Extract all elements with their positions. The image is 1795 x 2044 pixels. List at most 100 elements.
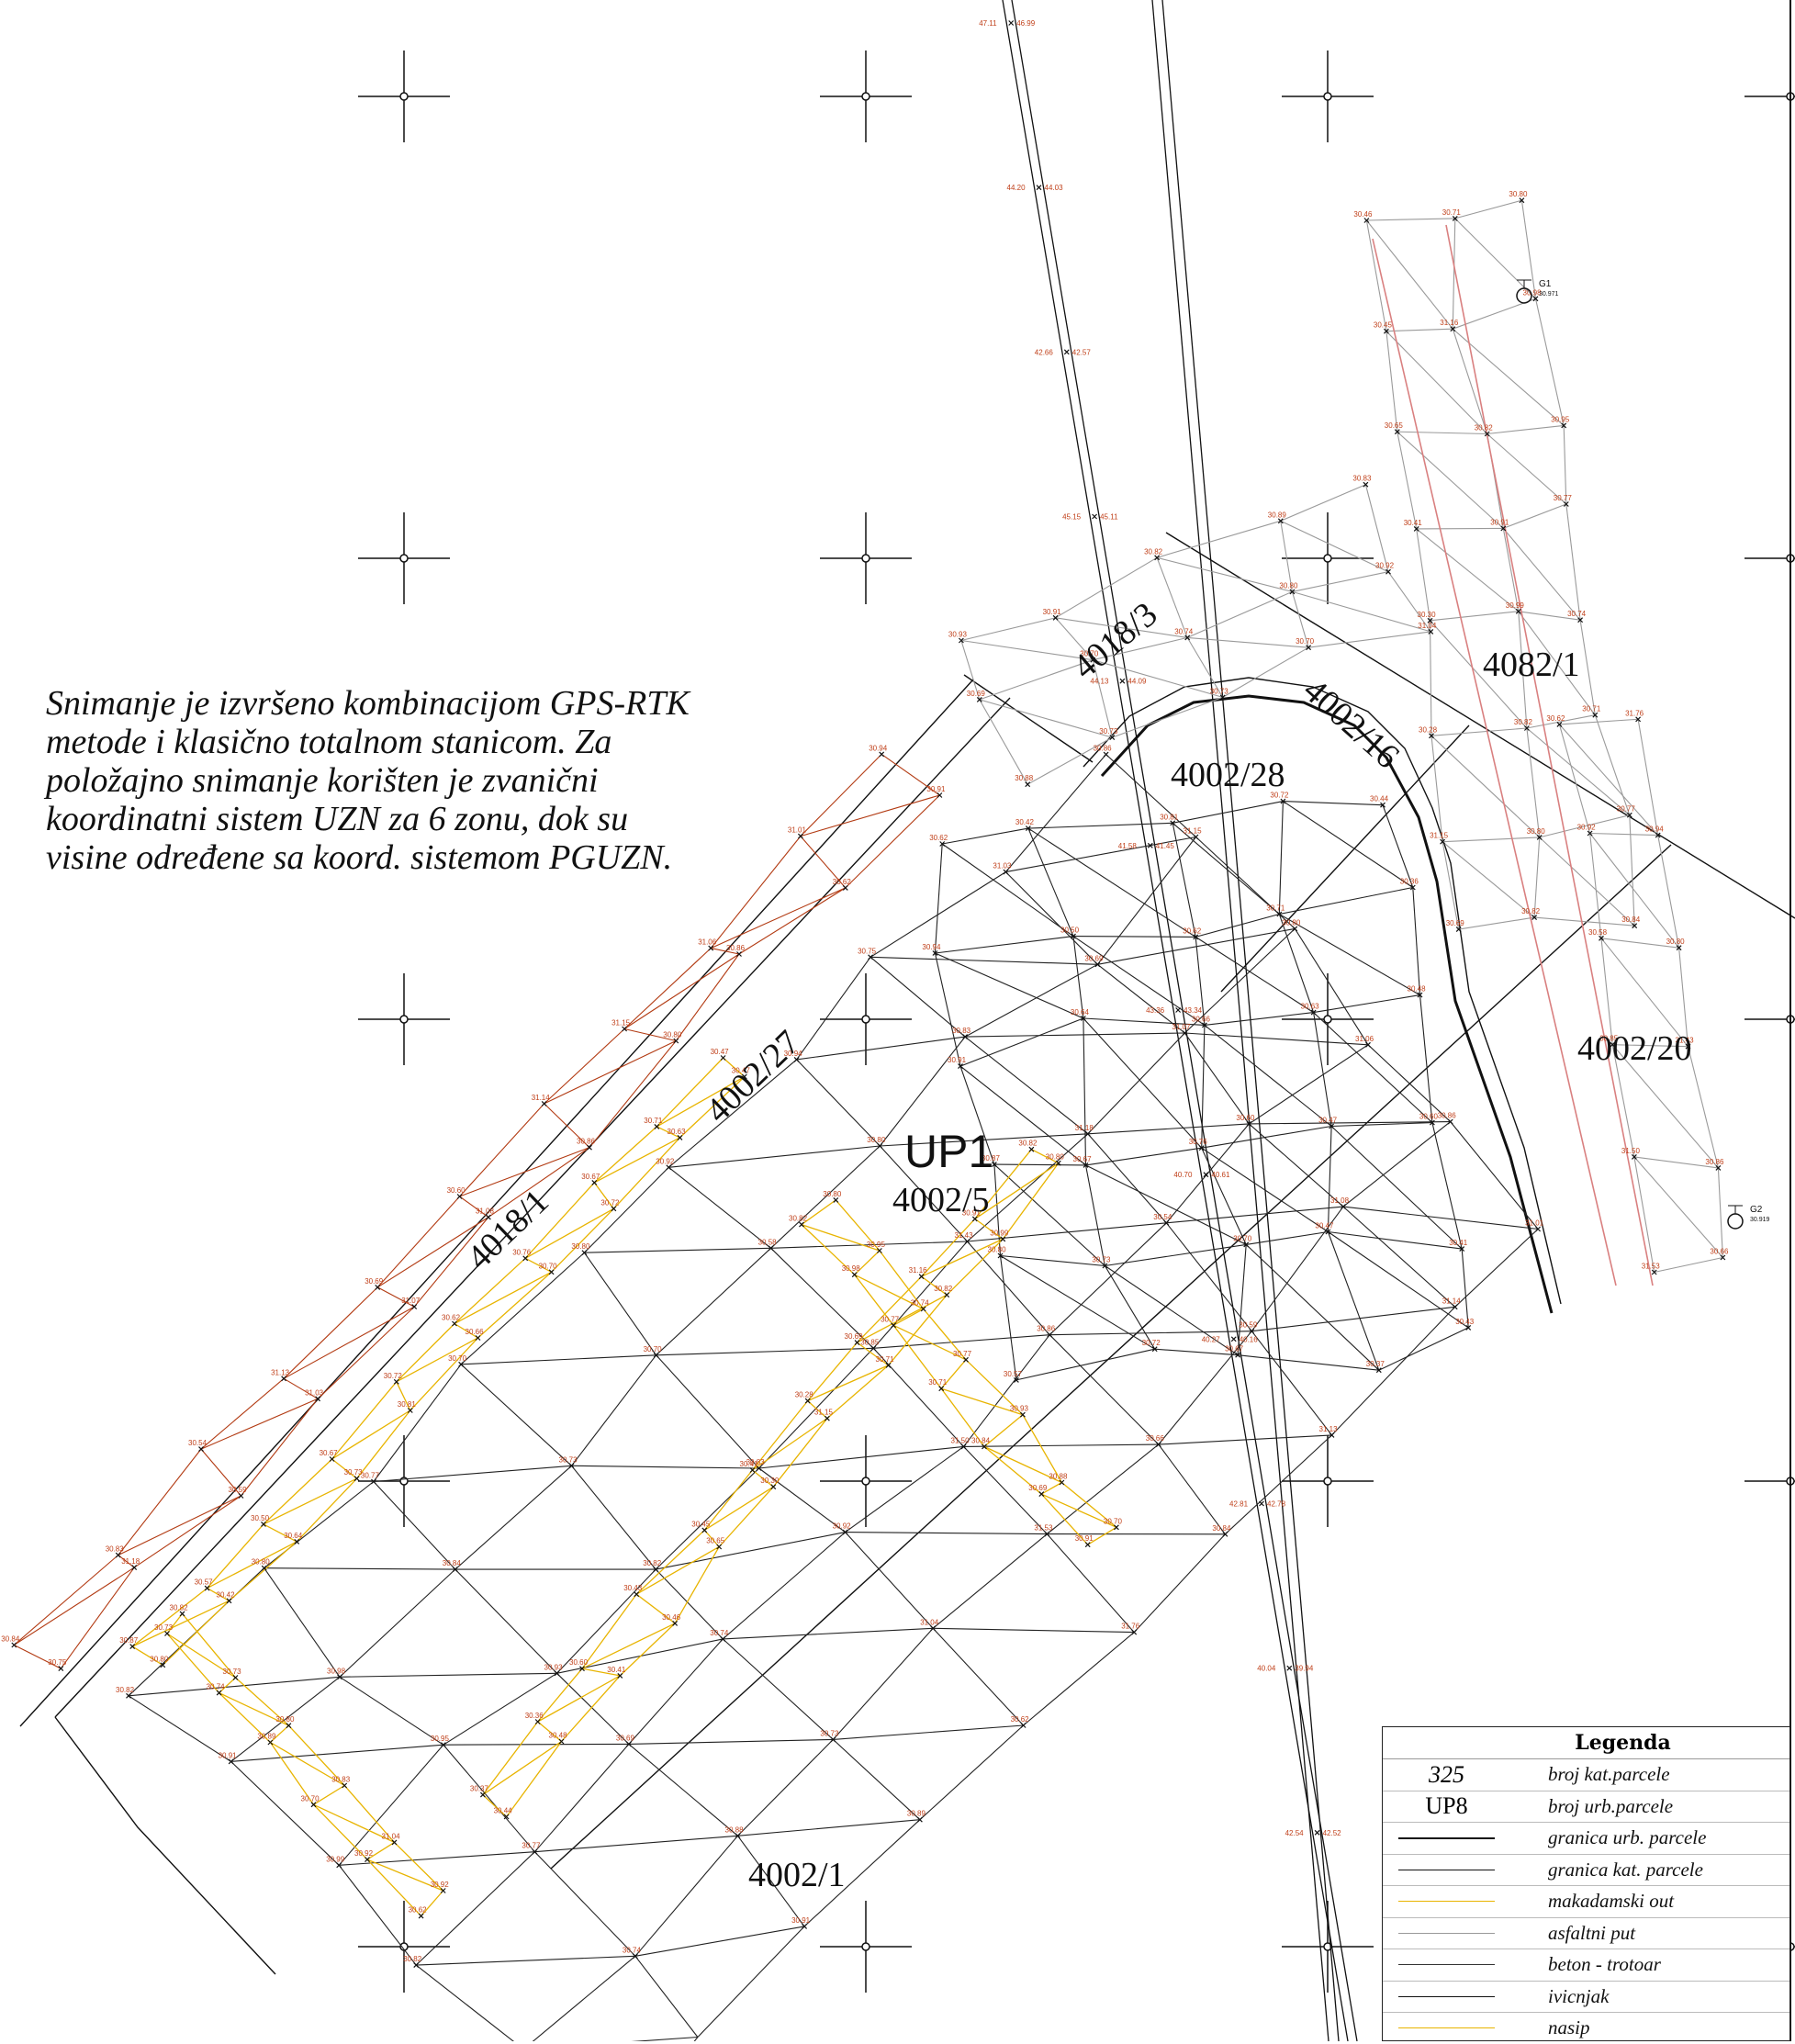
embankment-edge: [201, 1398, 318, 1449]
spot-height-point: 30.62: [442, 1314, 461, 1327]
terrain-edge: [668, 1167, 770, 1248]
terrain-edge: [960, 1018, 1083, 1066]
spot-height-label: 30.42: [217, 1590, 236, 1599]
terrain-edge: [635, 1926, 804, 1956]
terrain-edge: [340, 1569, 455, 1677]
terrain-edge: [1283, 802, 1412, 888]
embankment-edge: [544, 1041, 677, 1104]
note-line: visine određene sa koord. sistemom PGUZN…: [46, 838, 707, 877]
spot-height-label: 30.72: [1142, 1339, 1161, 1347]
spot-height-point: 30.63: [668, 1128, 687, 1140]
terrain-edge: [1049, 1223, 1166, 1335]
spot-height-label: 30.75: [858, 947, 877, 955]
spot-height-label: 30.95: [431, 1735, 450, 1743]
spot-height-label: 30.28: [1419, 725, 1438, 734]
spot-height-label: 30.86: [1705, 1158, 1724, 1166]
asphalt-edge: [1559, 724, 1589, 834]
asphalt-edge: [1453, 219, 1455, 329]
terrain-edge: [629, 1739, 834, 1744]
spot-height-label: 30.67: [1225, 1345, 1244, 1353]
gravel-edge: [332, 1382, 397, 1459]
legend-line-embankment: [1394, 2013, 1499, 2043]
asphalt-edge: [1366, 220, 1386, 331]
terrain-edge: [846, 1446, 964, 1532]
spot-height-label: 30.91: [1075, 1534, 1094, 1543]
station-g2-name: G2: [1750, 1205, 1763, 1215]
spot-height-point: 30.80: [823, 1190, 842, 1203]
grid-cross: [820, 973, 912, 1065]
spot-height-point: 30.82: [789, 1215, 808, 1228]
spot-height-label: 30.91: [926, 785, 946, 793]
spot-height-label: 31.03: [993, 862, 1012, 870]
spot-height-point: 30.83: [331, 1776, 351, 1789]
asphalt-edge: [980, 700, 1113, 737]
spot-height-point: 31.14: [532, 1094, 551, 1106]
spot-height-label: 30.62: [442, 1314, 461, 1322]
spot-height-label: 31.76: [1625, 709, 1644, 717]
spot-height-label: 30.93: [1010, 1405, 1029, 1413]
spot-height-label: 30.73: [559, 1455, 578, 1464]
spot-height-label: 30.94: [922, 943, 941, 951]
asphalt-edge: [1503, 528, 1519, 611]
spot-height-point: 30.84: [1, 1635, 20, 1648]
embankment-edge: [134, 1496, 241, 1567]
spot-height-label: 30.71: [644, 1117, 663, 1125]
spot-height-point: 30.70: [1104, 1517, 1123, 1530]
embankment-edge: [284, 1287, 377, 1378]
spot-height-point: 30.28: [795, 1391, 814, 1404]
terrain-edge: [1314, 1013, 1332, 1127]
spot-height-label: 30.47: [1318, 1117, 1338, 1125]
terrain-edge: [129, 1677, 340, 1696]
terrain-edge: [870, 957, 1097, 964]
spot-height-label: 30.37: [1366, 1360, 1386, 1368]
spot-height-point: 31.15: [1430, 832, 1449, 845]
terrain-edge: [1343, 1207, 1538, 1229]
spot-height-point: 30.74: [1567, 610, 1587, 623]
spot-height-label: 30.62: [1011, 1715, 1030, 1724]
spot-height-point: 30.41: [607, 1666, 626, 1679]
grid-cross: [358, 51, 450, 142]
spot-height-label: 30.41: [607, 1666, 626, 1674]
legend-label: asfaltni put: [1548, 1922, 1635, 1945]
spot-height-point: 30.48: [549, 1732, 568, 1745]
asphalt-edge: [1157, 521, 1281, 557]
spot-height-point: 31.04: [382, 1832, 401, 1845]
spot-height-label: 30.46: [662, 1613, 681, 1622]
spot-height-label: 30.60: [447, 1186, 466, 1195]
spot-height-label: 31.04: [920, 1618, 939, 1626]
spot-height-point: 30.67: [320, 1449, 339, 1462]
spot-height-label: 30.87: [119, 1636, 139, 1645]
spot-height-label: 30.92: [1375, 562, 1395, 570]
spot-height-label: 30.47: [1315, 1222, 1334, 1230]
spot-height-label: 30.70: [539, 1262, 558, 1270]
spot-height-point: 30.70: [301, 1794, 320, 1807]
legend-label: beton - trotoar: [1548, 1953, 1661, 1976]
spot-height-label: 31.16: [1440, 319, 1459, 327]
spot-height-point: 30.72: [384, 1372, 403, 1385]
asphalt-edge: [1430, 621, 1432, 736]
spot-height-point: 30.43: [623, 1584, 643, 1597]
terrain-edge: [572, 1466, 759, 1468]
terrain-edge: [1413, 888, 1420, 995]
spot-height-point: 30.45: [691, 1520, 711, 1533]
spot-height-point: 31.15: [814, 1409, 834, 1421]
terrain-edge: [455, 1569, 557, 1673]
spot-height-label: 31.08: [1330, 1196, 1350, 1205]
asphalt-edge: [1638, 719, 1658, 835]
terrain-edge: [738, 1739, 834, 1836]
asphalt-edge: [1386, 331, 1487, 434]
grid-cross: [820, 512, 912, 604]
spot-height-point: 30.65: [706, 1537, 725, 1550]
asphalt-edge: [1417, 529, 1430, 621]
spot-height-point: 31.07: [401, 1297, 421, 1309]
legend-title: Legenda: [1383, 1727, 1789, 1759]
asphalt-edge: [1566, 504, 1580, 620]
spot-height-label: 30.91: [791, 1916, 811, 1925]
parcel-label-4002-28: 4002/28: [1171, 755, 1285, 795]
terrain-edge: [656, 1348, 874, 1355]
road-elevation-label: 44.09: [1127, 678, 1147, 686]
spot-height-label: 30.93: [948, 631, 968, 639]
road-elevation-label: 40.16: [1240, 1335, 1259, 1343]
road-elevation-label: 40.61: [1211, 1171, 1230, 1179]
spot-height-point: 30.86: [1705, 1158, 1724, 1171]
